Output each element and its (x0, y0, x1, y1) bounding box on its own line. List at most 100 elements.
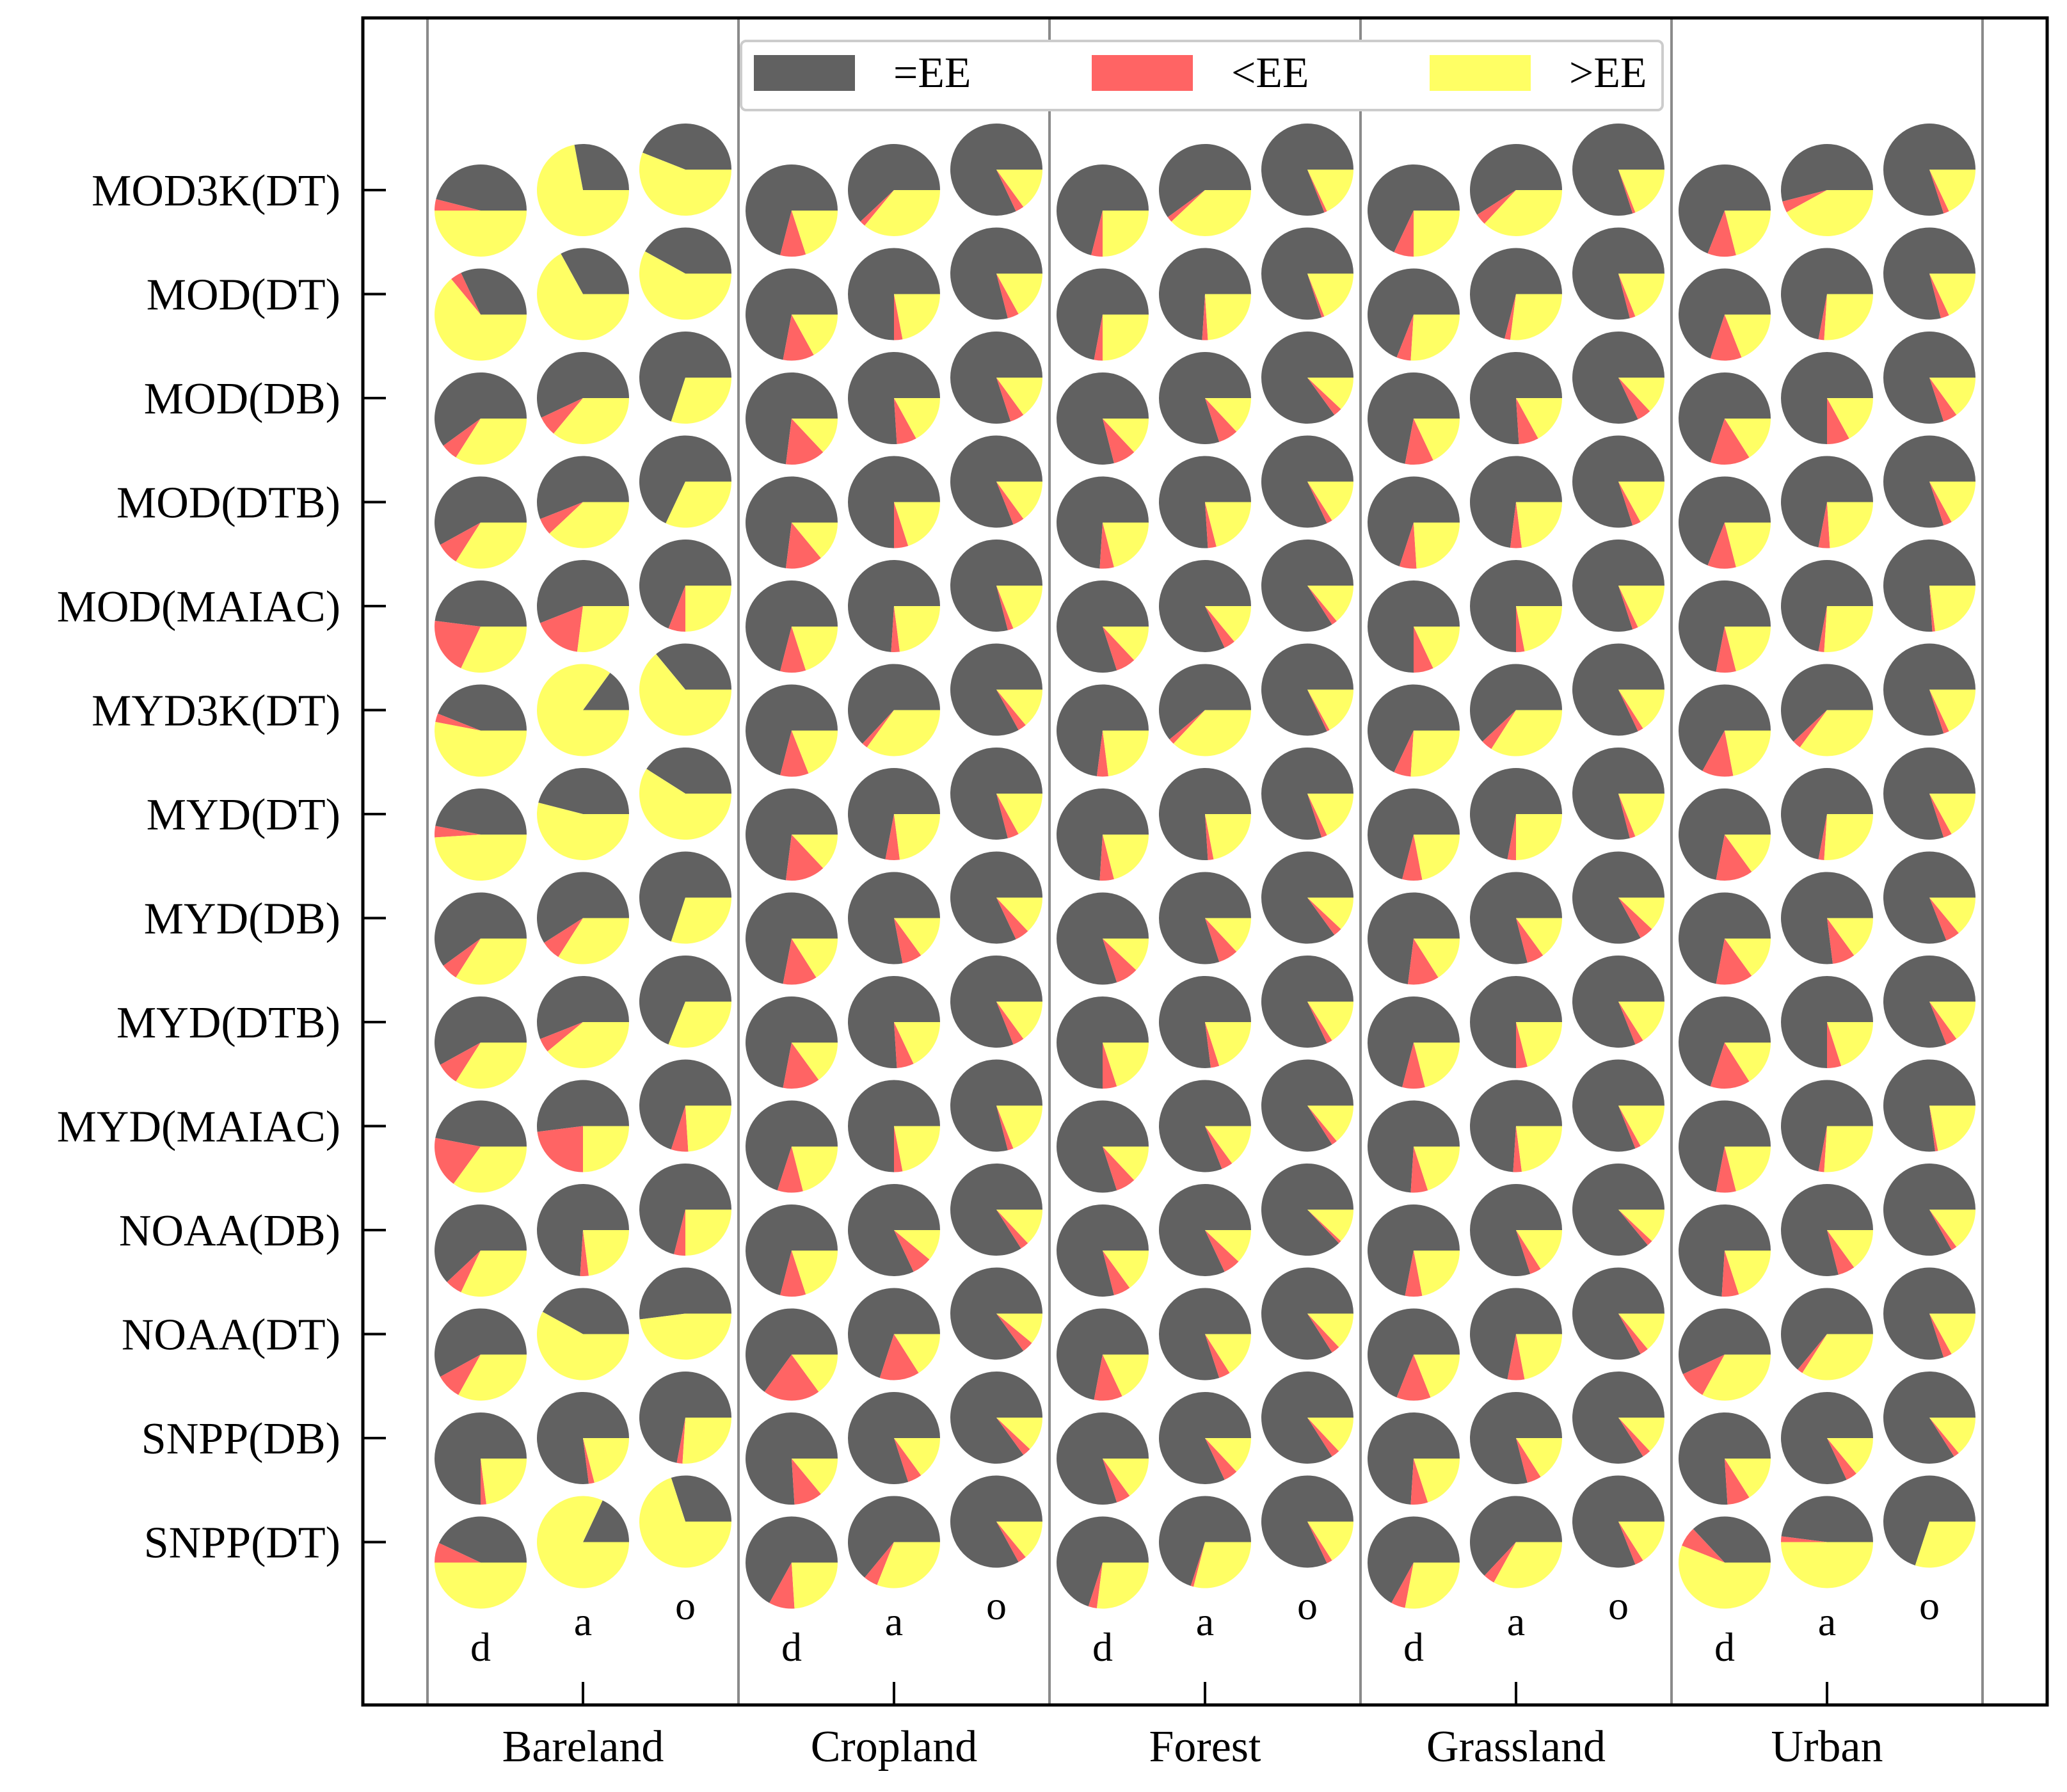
pie-slice-lt (1307, 1105, 1337, 1145)
pie-grassland-mod-dt-d (1368, 268, 1460, 361)
pie-slice-lt (1307, 1002, 1332, 1044)
pie-slice-lt (996, 1313, 1032, 1351)
pie-slice-eq (537, 456, 630, 519)
pie-slice-gt (1307, 1002, 1353, 1041)
pie-slice-eq (1261, 1059, 1353, 1152)
pie-slice-gt (1307, 273, 1353, 317)
pie-slice-eq (1368, 164, 1460, 253)
pie-slice-gt (577, 606, 629, 652)
pie-slice-gt (877, 1542, 940, 1588)
pie-slice-gt (996, 586, 1042, 628)
pie-urban-mod3k-dt-d (1679, 164, 1771, 257)
y-axis: MOD3K(DT) MOD(DT) MOD(DB) MOD(DTB) MOD(MAIAC… (57, 166, 386, 1568)
pie-slice-lt (1094, 314, 1103, 361)
pie-slice-lt (780, 730, 809, 777)
pie-slice-eq (1261, 1164, 1353, 1256)
pie-slice-lt (894, 1438, 922, 1482)
pie-slice-gt (682, 1418, 731, 1464)
pie-slice-lt (1618, 481, 1641, 525)
pie-slice-eq (1679, 1100, 1771, 1192)
pie-slice-lt (1307, 273, 1325, 317)
pie-slice-gt (1618, 273, 1664, 317)
pie-slice-gt (1414, 835, 1460, 880)
pie-slice-eq (1368, 476, 1460, 566)
pie-cropland-noaa-db-d (746, 1204, 838, 1297)
pie-slice-gt (1516, 1022, 1562, 1067)
legend-entry-lt[interactable]: <EE (1092, 48, 1309, 97)
legend-entry-eq[interactable]: =EE (754, 48, 971, 97)
pie-slice-gt (1103, 314, 1149, 361)
pie-urban-snpp-db-a (1780, 1392, 1873, 1485)
pie-slice-lt (894, 502, 909, 548)
pie-urban-mod-dt-d (1679, 268, 1771, 361)
pie-slice-eq (1679, 892, 1771, 984)
pie-grassland-myd-dtb-o (1572, 955, 1664, 1048)
pie-slice-gt (1171, 190, 1251, 237)
pie-slice-gt (1205, 814, 1251, 860)
pie-slice-lt (1513, 1126, 1522, 1172)
x-tick-label-cropland: Cropland (811, 1722, 978, 1772)
pie-slice-lt (1702, 730, 1734, 777)
pie-cropland-myd-dt-a (848, 767, 940, 860)
pie-slice-lt (996, 689, 1026, 730)
pie-slice-lt (1477, 190, 1516, 224)
pie-cropland-myd-dtb-a (848, 976, 940, 1069)
pie-slice-gt (1725, 730, 1771, 776)
pie-cropland-myd-dtb-o (950, 955, 1043, 1048)
pie-bareland-noaa-dt-o (639, 1267, 731, 1360)
pie-forest-noaa-dt-a (1159, 1288, 1251, 1380)
pie-slice-lt (780, 1251, 806, 1297)
pie-slice-eq (639, 1267, 731, 1320)
condition-label-d: d (781, 1624, 802, 1670)
pie-slice-eq (1572, 748, 1664, 840)
pie-forest-snpp-dt-o (1261, 1475, 1353, 1568)
pie-bareland-mod-maiac-o (639, 539, 731, 632)
pie-slice-gt (1103, 1146, 1149, 1180)
pie-slice-lt (1725, 1459, 1750, 1505)
pie-forest-mod-db-a (1159, 352, 1251, 445)
pie-slice-gt (1725, 1459, 1771, 1498)
pie-slice-gt (639, 251, 732, 320)
pie-slice-gt (1929, 1313, 1975, 1354)
pie-slice-eq (1261, 227, 1353, 320)
pie-forest-myd-db-o (1261, 851, 1353, 944)
pie-grassland-snpp-dt-o (1572, 1475, 1664, 1568)
pie-slice-eq (1159, 144, 1251, 218)
pie-grassland-myd3k-dt-d (1367, 684, 1460, 777)
pie-slice-eq (1057, 1100, 1149, 1193)
pie-slice-gt (1516, 398, 1562, 439)
pie-forest-myd-maiac-d (1057, 1100, 1149, 1193)
pie-bareland-myd-maiac-d (435, 1100, 527, 1193)
pie-cropland-snpp-db-o (950, 1372, 1043, 1464)
condition-label-o: o (675, 1583, 696, 1628)
pie-slice-gt (996, 170, 1042, 207)
pie-slice-eq (1470, 767, 1562, 860)
pie-slice-lt (780, 211, 806, 257)
pie-urban-myd-dt-d (1679, 788, 1771, 881)
pie-grassland-myd-db-a (1470, 872, 1562, 964)
pie-cropland-noaa-dt-a (848, 1288, 940, 1380)
legend-entry-gt[interactable]: >EE (1430, 48, 1647, 97)
pie-slice-lt (435, 620, 481, 669)
pie-slice-gt (435, 722, 527, 777)
pie-slice-gt (1205, 1230, 1251, 1262)
pie-slice-gt (1929, 273, 1975, 316)
pie-slice-eq (1780, 664, 1873, 742)
pie-urban-mod-dt-o (1883, 227, 1975, 320)
pie-slice-eq (1679, 1204, 1771, 1297)
y-tick-label-noaa-db: NOAA(DB) (119, 1206, 340, 1256)
pie-slice-lt (1618, 1418, 1650, 1457)
pie-slice-gt (1205, 294, 1251, 340)
pie-slice-lt (1707, 211, 1736, 257)
pie-slice-eq (1159, 248, 1251, 340)
pie-urban-myd-maiac-a (1781, 1080, 1873, 1172)
pie-slice-gt (1702, 1354, 1771, 1401)
pie-slice-gt (1929, 1418, 1975, 1453)
pie-slice-lt (1307, 1210, 1341, 1244)
pie-urban-myd-dtb-a (1781, 976, 1873, 1068)
pie-slice-eq (848, 352, 940, 445)
pie-slice-lt (1307, 794, 1327, 838)
pie-slice-lt (1710, 1043, 1750, 1089)
legend[interactable]: =EE <EE >EE (740, 40, 1664, 111)
pie-cropland-mod-dtb-d (746, 476, 838, 569)
